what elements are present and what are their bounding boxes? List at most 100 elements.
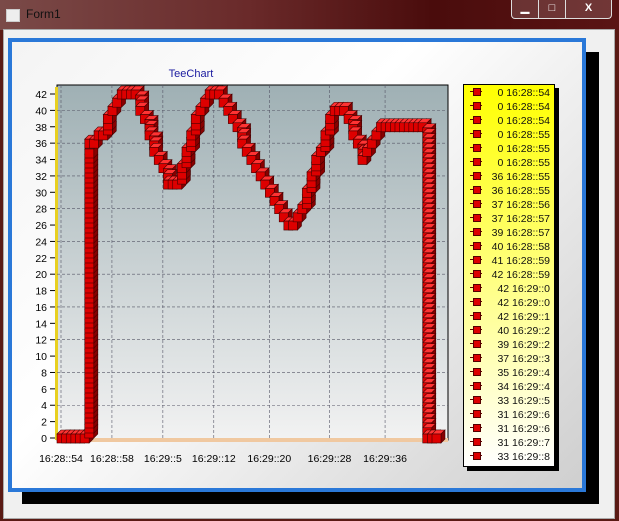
legend-item: 0 16:28::55	[464, 157, 554, 171]
legend-marker-icon	[473, 424, 481, 432]
legend-item-label: 40 16:29::2	[497, 325, 550, 337]
cube-front	[292, 212, 303, 223]
legend-item-label: 31 16:29::6	[497, 409, 550, 421]
legend-marker-icon	[473, 410, 481, 418]
y-tick-label: 28	[35, 204, 47, 216]
legend: 0 16:28::54 0 16:28::54 0 16:28::54 0 16:28…	[463, 84, 555, 467]
y-tick-label: 40	[35, 105, 47, 117]
legend-item-label: 36 16:28::55	[491, 171, 550, 183]
cube-front	[200, 97, 210, 108]
y-tick-label: 16	[35, 302, 47, 314]
legend-item: 31 16:29::6	[464, 409, 554, 423]
legend-item: 34 16:29::4	[464, 381, 554, 395]
legend-marker-icon	[473, 312, 481, 320]
x-tick-label: 16:28::58	[90, 453, 134, 465]
legend-marker-icon	[473, 242, 481, 250]
legend-item: 40 16:29::2	[464, 325, 554, 339]
legend-item-label: 37 16:29::3	[497, 353, 550, 365]
legend-item-label: 0 16:28::54	[497, 101, 550, 113]
legend-item-label: 42 16:29::0	[497, 297, 550, 309]
legend-marker-icon	[473, 116, 481, 124]
cube-front	[195, 106, 206, 116]
cube-front	[190, 114, 201, 124]
cube-front	[325, 114, 335, 124]
legend-item: 39 16:29::2	[464, 339, 554, 353]
y-tick-label: 10	[35, 351, 47, 363]
y-tick-label: 32	[35, 171, 47, 183]
legend-item-label: 36 16:28::55	[491, 185, 550, 197]
legend-marker-icon	[473, 368, 481, 376]
legend-marker-icon	[473, 256, 481, 264]
legend-item-label: 0 16:28::55	[497, 129, 550, 141]
x-tick-label: 16:29::20	[247, 453, 291, 465]
x-tick-label: 16:28::54	[39, 453, 83, 465]
legend-item-label: 42 16:28::59	[491, 269, 550, 281]
legend-item: 40 16:28::58	[464, 241, 554, 255]
legend-item: 37 16:28::57	[464, 213, 554, 227]
x-tick-label: 16:29::28	[308, 453, 352, 465]
cube-front	[84, 148, 95, 159]
y-tick-label: 34	[35, 155, 47, 167]
y-tick-label: 4	[41, 400, 47, 412]
legend-item-label: 42 16:29::0	[497, 283, 550, 295]
legend-item: 0 16:28::54	[464, 101, 554, 115]
legend-marker-icon	[473, 354, 481, 362]
legend-item-label: 0 16:28::54	[497, 87, 550, 99]
left-wall	[55, 87, 58, 440]
x-tick-label: 16:29::36	[363, 453, 407, 465]
legend-item-label: 0 16:28::55	[497, 157, 550, 169]
data-point	[218, 93, 233, 108]
legend-item: 42 16:29::0	[464, 297, 554, 311]
legend-item-label: 37 16:28::57	[491, 213, 550, 225]
y-tick-label: 20	[35, 269, 47, 281]
legend-marker-icon	[473, 298, 481, 306]
legend-item: 37 16:29::3	[464, 353, 554, 367]
chart-title: TeeChart	[168, 68, 214, 80]
legend-marker-icon	[473, 438, 481, 446]
y-tick-label: 2	[41, 417, 47, 429]
legend-item-label: 34 16:29::4	[497, 381, 550, 393]
legend-item: 39 16:28::57	[464, 227, 554, 241]
y-tick-label: 14	[35, 318, 47, 330]
data-point	[431, 429, 446, 444]
cube-front	[311, 155, 321, 165]
y-tick-label: 18	[35, 286, 47, 298]
y-tick-label: 38	[35, 122, 47, 134]
y-tick-label: 42	[35, 89, 47, 101]
close-button[interactable]: X	[565, 0, 612, 19]
legend-marker-icon	[473, 200, 481, 208]
legend-item-label: 31 16:29::6	[497, 423, 550, 435]
legend-item: 0 16:28::54	[464, 87, 554, 101]
y-tick-label: 22	[35, 253, 47, 265]
legend-marker-icon	[473, 88, 481, 96]
legend-marker-icon	[473, 270, 481, 278]
legend-marker-icon	[473, 144, 481, 152]
legend-marker-icon	[473, 130, 481, 138]
legend-item-label: 0 16:28::54	[497, 115, 550, 127]
plot-area	[56, 84, 449, 441]
legend-marker-icon	[473, 396, 481, 404]
cube-front	[371, 130, 382, 141]
cube-front	[288, 220, 298, 231]
cube-front	[362, 147, 372, 157]
legend-item: 42 16:28::59	[464, 269, 554, 283]
floor	[57, 438, 448, 442]
legend-item: 42 16:29::1	[464, 311, 554, 325]
legend-item-label: 31 16:29::7	[497, 437, 550, 449]
x-tick-label: 16:29::5	[144, 453, 182, 465]
legend-item-label: 42 16:29::1	[497, 311, 550, 323]
y-tick-label: 26	[35, 220, 47, 232]
legend-item: 0 16:28::55	[464, 143, 554, 157]
legend-item: 33 16:29::5	[464, 395, 554, 409]
legend-marker-icon	[473, 158, 481, 166]
legend-item-label: 37 16:28::56	[491, 199, 550, 211]
y-tick-label: 6	[41, 384, 47, 396]
y-tick-label: 30	[35, 187, 47, 199]
data-point	[236, 134, 252, 149]
legend-item-label: 33 16:29::5	[497, 395, 550, 407]
legend-marker-icon	[473, 228, 481, 236]
window-title: Form1	[26, 7, 61, 21]
legend-marker-icon	[473, 172, 481, 180]
legend-item: 42 16:29::0	[464, 283, 554, 297]
